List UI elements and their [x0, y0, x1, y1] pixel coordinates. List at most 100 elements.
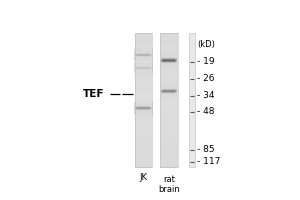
Bar — [175, 95, 176, 96]
Bar — [174, 59, 175, 60]
Bar — [151, 71, 152, 72]
Bar — [148, 103, 149, 104]
Bar — [161, 67, 162, 68]
Bar — [142, 50, 143, 51]
Bar — [149, 69, 150, 70]
Bar — [147, 110, 148, 111]
Bar — [174, 60, 175, 61]
Bar — [140, 107, 141, 108]
Bar — [149, 56, 150, 57]
Bar — [163, 58, 164, 59]
Bar — [148, 64, 149, 65]
Bar — [134, 70, 135, 71]
Bar — [136, 52, 137, 53]
Bar — [142, 114, 143, 115]
Bar — [137, 54, 138, 55]
Bar — [174, 52, 175, 53]
Bar — [160, 88, 161, 89]
Bar — [143, 51, 144, 52]
Bar — [147, 64, 148, 65]
Bar — [148, 109, 149, 110]
Bar — [160, 90, 161, 91]
Bar — [169, 91, 170, 92]
Bar — [160, 91, 161, 92]
Bar — [162, 87, 163, 88]
Bar — [151, 110, 152, 111]
Bar — [160, 88, 161, 89]
Bar — [137, 108, 138, 109]
Bar — [164, 65, 165, 66]
Bar — [170, 93, 171, 94]
Bar — [160, 64, 161, 65]
Bar — [146, 104, 147, 105]
Bar — [176, 84, 177, 85]
Bar — [146, 60, 147, 61]
Bar — [160, 102, 178, 104]
Bar — [167, 87, 168, 88]
Bar — [164, 62, 165, 63]
Bar — [151, 68, 152, 69]
Bar — [141, 53, 142, 54]
Bar — [136, 104, 137, 105]
Bar — [168, 88, 169, 89]
Bar — [164, 87, 165, 88]
Bar — [137, 52, 138, 53]
Bar — [135, 150, 152, 152]
Bar — [144, 50, 145, 51]
Bar — [160, 109, 178, 111]
Bar — [141, 52, 142, 53]
Bar — [146, 102, 147, 103]
Bar — [160, 159, 178, 161]
Bar — [160, 52, 178, 54]
Bar — [135, 152, 152, 154]
Bar — [134, 107, 135, 108]
Bar — [137, 53, 138, 54]
Bar — [168, 58, 169, 59]
Bar — [174, 67, 175, 68]
Bar — [166, 54, 167, 55]
Bar — [168, 89, 169, 90]
Bar — [140, 54, 141, 55]
Bar — [142, 113, 143, 114]
Bar — [163, 90, 164, 91]
Bar — [151, 67, 152, 68]
Bar — [149, 113, 150, 114]
Bar — [148, 69, 149, 70]
Bar — [172, 54, 173, 55]
Bar — [172, 87, 173, 88]
Bar — [137, 56, 138, 57]
Bar — [138, 66, 139, 67]
Bar — [166, 56, 167, 57]
Bar — [150, 70, 151, 71]
Bar — [166, 58, 167, 59]
Bar — [160, 52, 161, 53]
Bar — [160, 137, 178, 139]
Bar — [162, 55, 163, 56]
Bar — [171, 91, 172, 92]
Bar — [149, 64, 150, 65]
Bar — [172, 65, 173, 66]
Bar — [146, 105, 147, 106]
Bar — [177, 93, 178, 94]
Bar — [167, 89, 168, 90]
Bar — [174, 62, 175, 63]
Bar — [162, 54, 163, 55]
Bar — [169, 53, 170, 54]
Bar — [139, 110, 140, 111]
Bar — [148, 67, 149, 68]
Bar — [161, 53, 162, 54]
Bar — [146, 108, 147, 109]
Bar — [168, 61, 169, 62]
Bar — [174, 88, 175, 89]
Bar — [143, 109, 144, 110]
Bar — [134, 57, 135, 58]
Bar — [150, 104, 151, 105]
Bar — [140, 112, 141, 113]
Bar — [139, 58, 140, 59]
Bar — [168, 94, 169, 95]
Bar — [177, 93, 178, 94]
Bar — [177, 96, 178, 97]
Bar — [145, 54, 146, 55]
Bar — [167, 56, 168, 57]
Bar — [173, 90, 174, 91]
